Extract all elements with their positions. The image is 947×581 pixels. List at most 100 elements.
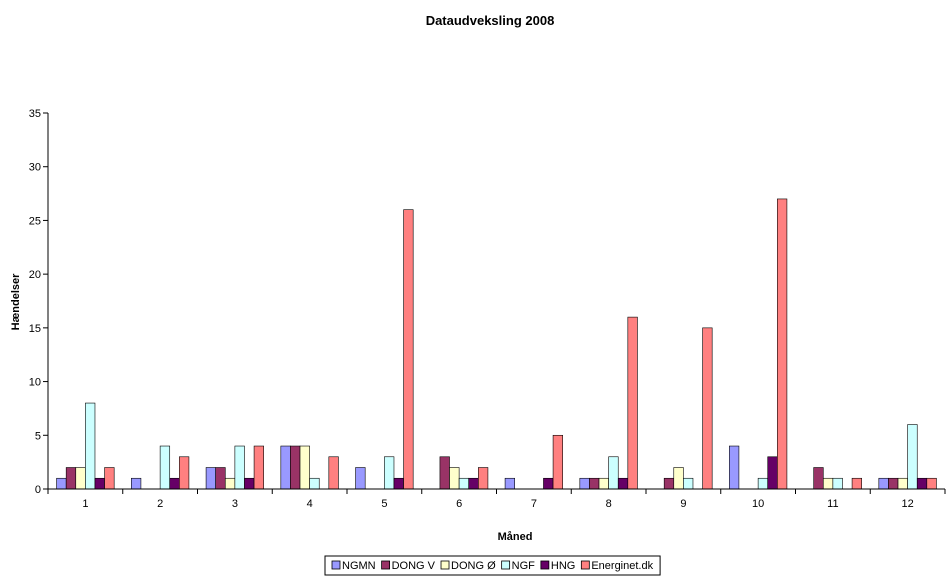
bar — [393, 477, 404, 490]
bar — [617, 477, 629, 490]
bar — [205, 467, 216, 490]
bar — [729, 445, 740, 490]
bar — [215, 467, 226, 490]
legend: NGMN DONG V DONG Ø NGF HNG Energinet.dk — [324, 555, 661, 576]
legend-item: HNG — [540, 560, 575, 572]
y-tick-label: 25 — [29, 215, 41, 227]
x-tick-label: 11 — [827, 498, 838, 510]
bar — [355, 467, 366, 490]
x-tick-label: 2 — [157, 498, 163, 510]
bar — [403, 209, 414, 490]
bar — [552, 434, 563, 490]
bar — [468, 477, 479, 490]
bar — [813, 467, 824, 490]
bars — [56, 198, 937, 490]
bar — [504, 477, 515, 490]
bar — [449, 467, 460, 490]
x-tick-label: 8 — [606, 498, 612, 510]
y-tick-label: 10 — [29, 377, 41, 389]
x-tick-label: 4 — [307, 498, 313, 510]
bar — [439, 456, 450, 490]
x-tick-label: 1 — [82, 498, 88, 510]
legend-swatch — [580, 560, 590, 570]
bar — [822, 477, 834, 490]
bar — [851, 477, 862, 490]
y-axis-ticks: 0 5 10 15 20 25 30 35 — [29, 108, 48, 496]
bar — [224, 477, 236, 490]
y-tick-label: 5 — [35, 430, 41, 442]
bar — [131, 477, 142, 490]
bar — [777, 198, 788, 490]
bar — [169, 477, 180, 490]
bar — [478, 467, 489, 490]
bar — [897, 477, 908, 490]
legend-item: DONG V — [381, 560, 436, 572]
bar — [907, 424, 918, 490]
bar — [309, 477, 320, 490]
bar — [878, 477, 889, 490]
bar — [888, 477, 899, 490]
bar — [244, 477, 255, 490]
x-tick-label: 3 — [232, 498, 238, 510]
bar — [94, 477, 105, 490]
chart-title: Dataudveksling 2008 — [426, 13, 555, 28]
bar — [75, 467, 86, 490]
y-tick-label: 15 — [29, 323, 41, 335]
bar — [299, 445, 310, 490]
bar — [56, 477, 67, 490]
bar — [916, 477, 928, 490]
bar — [85, 402, 96, 490]
bar — [589, 477, 600, 490]
bar — [458, 477, 470, 490]
bar — [253, 445, 264, 490]
y-tick-label: 30 — [29, 162, 41, 174]
bar — [767, 456, 778, 490]
legend-label: HNG — [551, 560, 575, 572]
x-tick-label: 10 — [752, 498, 764, 510]
legend-swatch — [540, 560, 550, 570]
bar — [683, 477, 694, 490]
legend-label: Energinet.dk — [591, 560, 653, 572]
bar — [702, 327, 713, 490]
bar — [598, 477, 609, 490]
legend-label: DONG Ø — [451, 560, 496, 572]
x-tick-label: 9 — [680, 498, 686, 510]
bar — [663, 477, 675, 490]
bar — [757, 477, 769, 490]
x-axis-title: Måned — [498, 531, 533, 543]
x-tick-label: 7 — [531, 498, 537, 510]
x-tick-label: 12 — [902, 498, 914, 510]
legend-item: DONG Ø — [440, 560, 496, 572]
y-axis-title: Hændelser — [10, 273, 22, 331]
x-tick-label: 5 — [381, 498, 387, 510]
bar — [926, 477, 937, 490]
bar — [104, 467, 115, 490]
bar — [234, 445, 245, 490]
legend-swatch — [331, 560, 341, 570]
legend-swatch — [381, 560, 391, 570]
bar — [543, 477, 554, 490]
x-tick-label: 6 — [456, 498, 462, 510]
legend-label: NGMN — [342, 560, 376, 572]
bar — [290, 445, 301, 490]
bar — [832, 477, 843, 490]
y-tick-label: 0 — [35, 484, 41, 496]
y-tick-label: 20 — [29, 269, 41, 281]
legend-item: Energinet.dk — [580, 560, 654, 572]
bar — [179, 456, 190, 490]
bar — [328, 456, 339, 490]
bar — [608, 456, 619, 490]
legend-box — [324, 555, 661, 576]
legend-swatch — [501, 560, 511, 570]
legend-label: NGF — [512, 560, 536, 572]
bar — [673, 467, 684, 490]
legend-item: NGMN — [331, 560, 376, 572]
axes — [47, 113, 945, 490]
bar — [384, 456, 395, 490]
bar — [627, 316, 638, 490]
bar — [579, 477, 590, 490]
y-tick-label: 35 — [29, 108, 41, 120]
x-axis-ticks: 1 2 3 4 5 6 7 8 9 10 11 12 — [47, 489, 946, 510]
bar — [280, 445, 291, 490]
